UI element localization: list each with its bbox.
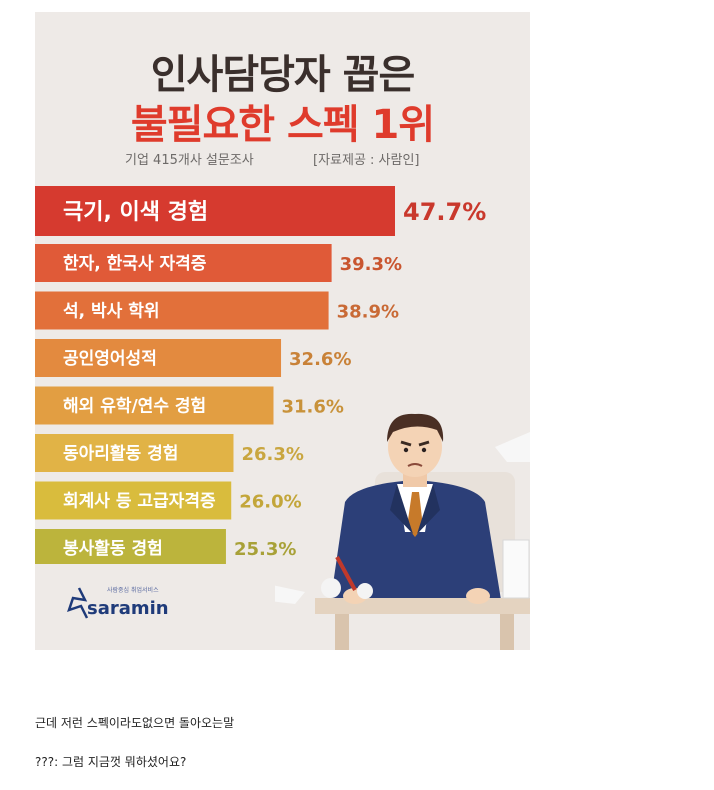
title-line1: 인사담당자 꼽은 (150, 52, 416, 98)
paper-stack (502, 539, 530, 599)
bar-value-label: 26.0% (239, 492, 301, 513)
eyebrows (400, 440, 430, 447)
comment-line-2: ???: 그럼 지금껏 뭐하셨어요? (35, 755, 187, 769)
suit-jacket (329, 480, 503, 612)
bar-value-label: 25.3% (234, 539, 296, 560)
paper-sheet (495, 432, 530, 462)
eye (403, 447, 409, 453)
source-note: [자료제공 : 사람인] (313, 153, 420, 168)
bar (35, 291, 329, 330)
bar (35, 386, 274, 425)
pen (335, 556, 357, 591)
logo-graphic: 사람중심 취업서비스 saramin (67, 586, 169, 619)
lapel (390, 484, 413, 534)
bar-value-label: 26.3% (241, 444, 303, 465)
infographic: 인사담당자 꼽은 불필요한 스펙 1위 기업 415개사 설문조사 [자료제공 … (35, 12, 530, 650)
survey-note: 기업 415개사 설문조사 (125, 153, 254, 168)
bar (35, 186, 395, 236)
crumpled-paper (357, 583, 373, 599)
bar-value-label: 31.6% (281, 397, 343, 418)
bar (35, 529, 226, 564)
hand (466, 588, 490, 604)
bar-chart: 극기, 이색 경험 47.7% 한자, 한국사 자격증 39.3% 석, 박사 학위 38… (35, 186, 486, 564)
lapel (417, 484, 440, 534)
logo-tagline: 사람중심 취업서비스 (107, 586, 159, 594)
bar-value-label: 32.6% (289, 349, 351, 370)
bar-value-label: 47.7% (403, 198, 486, 226)
bar-value-label: 39.3% (340, 254, 402, 275)
bar (35, 244, 332, 282)
hair (387, 413, 444, 442)
frown (407, 463, 423, 467)
star-icon (67, 587, 89, 619)
bar-category-label: 해외 유학/연수 경험 (63, 396, 206, 417)
crumpled-paper (321, 578, 341, 598)
saramin-logo: 사람중심 취업서비스 saramin (65, 578, 175, 628)
bar-category-label: 동아리활동 경험 (63, 443, 178, 464)
bar-category-label: 한자, 한국사 자격증 (63, 254, 207, 274)
comment-line-1: 근데 저런 스펙이라도없으면 돌아오는말 (35, 716, 235, 730)
bar-category-label: 회계사 등 고급자격증 (63, 492, 216, 512)
bar-category-label: 석, 박사 학위 (63, 302, 160, 322)
tie (407, 492, 423, 537)
bar (35, 339, 282, 377)
title-line2: 불필요한 스펙 1위 (130, 102, 435, 148)
desk-leg (500, 614, 514, 650)
bar (35, 434, 234, 472)
bar-value-label: 38.9% (337, 302, 399, 323)
logo-wordmark: saramin (87, 598, 169, 619)
face (388, 417, 442, 477)
eye (421, 447, 427, 453)
office-worker-illustration (275, 413, 530, 650)
bar-category-label: 봉사활동 경험 (63, 538, 163, 559)
paper-sheet (275, 585, 305, 604)
bar-category-label: 극기, 이색 경험 (63, 199, 208, 225)
desk-leg (335, 614, 349, 650)
bar-category-label: 공인영어성적 (63, 349, 157, 369)
bar (35, 481, 232, 520)
